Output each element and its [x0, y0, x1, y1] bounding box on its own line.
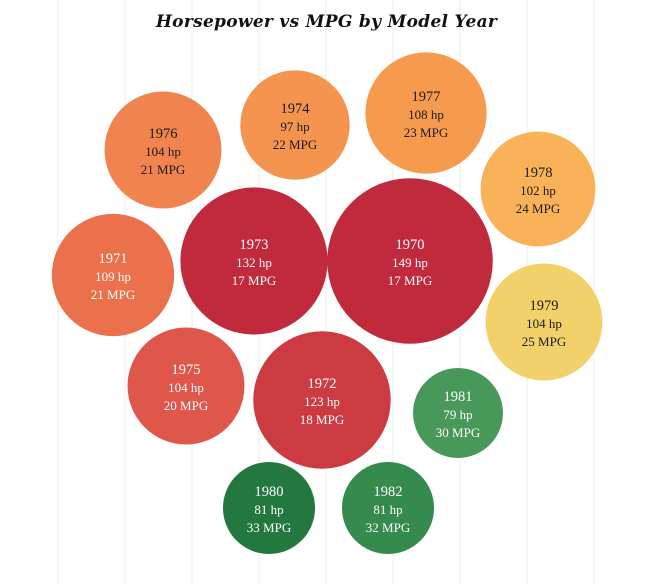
bubbles: 1976 104 hp 21 MPG 1974 97 hp 22 MPG 1977 108 h…	[51, 52, 603, 555]
bubble-1980: 1980 81 hp 33 MPG	[222, 461, 316, 555]
chart-title: Horsepower vs MPG by Model Year	[155, 12, 498, 32]
bubble-mark	[127, 327, 245, 445]
bubble-label-mpg: 25 MPG	[522, 334, 566, 349]
bubble-label-hp: 104 hp	[145, 144, 181, 159]
bubble-mark	[365, 52, 487, 174]
bubble-label-mpg: 21 MPG	[91, 287, 135, 302]
bubble-label-hp: 104 hp	[526, 316, 562, 331]
bubble-label-year: 1981	[444, 389, 473, 405]
bubble-1971: 1971 109 hp 21 MPG	[51, 213, 175, 337]
bubble-label-year: 1982	[374, 484, 403, 500]
bubble-mark	[240, 70, 350, 180]
bubble-label-mpg: 32 MPG	[366, 520, 410, 535]
bubble-label-mpg: 17 MPG	[388, 273, 432, 288]
bubble-label-hp: 79 hp	[443, 407, 472, 422]
bubble-1981: 1981 79 hp 30 MPG	[413, 368, 503, 458]
bubble-label-mpg: 30 MPG	[436, 425, 480, 440]
bubble-mark	[485, 263, 603, 381]
bubble-1974: 1974 97 hp 22 MPG	[240, 70, 350, 180]
bubble-label-mpg: 17 MPG	[232, 273, 276, 288]
bubble-label-hp: 102 hp	[520, 183, 556, 198]
bubble-label-hp: 132 hp	[236, 255, 272, 270]
bubble-label-hp: 109 hp	[95, 269, 131, 284]
bubble-label-mpg: 18 MPG	[300, 412, 344, 427]
bubble-mark	[413, 368, 503, 458]
bubble-1973: 1973 132 hp 17 MPG	[180, 187, 328, 335]
bubble-label-year: 1974	[281, 101, 311, 117]
bubble-mark	[341, 461, 435, 555]
bubble-mark	[222, 461, 316, 555]
bubble-label-hp: 108 hp	[408, 107, 444, 122]
bubble-label-year: 1973	[240, 237, 269, 253]
bubble-label-mpg: 33 MPG	[247, 520, 291, 535]
bubble-label-year: 1971	[99, 251, 128, 267]
bubble-label-mpg: 24 MPG	[516, 201, 560, 216]
bubble-1970: 1970 149 hp 17 MPG	[327, 178, 493, 344]
bubble-label-hp: 104 hp	[168, 380, 204, 395]
bubble-mark	[253, 331, 391, 469]
bubble-label-year: 1975	[172, 362, 201, 378]
bubble-label-mpg: 21 MPG	[141, 162, 185, 177]
bubble-label-hp: 123 hp	[304, 394, 340, 409]
bubble-label-mpg: 20 MPG	[164, 398, 208, 413]
bubble-label-year: 1980	[255, 484, 284, 500]
bubble-label-year: 1976	[149, 126, 178, 142]
bubble-1982: 1982 81 hp 32 MPG	[341, 461, 435, 555]
bubble-mark	[180, 187, 328, 335]
bubble-1979: 1979 104 hp 25 MPG	[485, 263, 603, 381]
bubble-label-mpg: 22 MPG	[273, 137, 317, 152]
bubble-label-hp: 81 hp	[373, 502, 402, 517]
bubble-1978: 1978 102 hp 24 MPG	[480, 131, 596, 247]
bubble-label-year: 1977	[412, 89, 441, 105]
bubble-label-year: 1972	[308, 376, 337, 392]
bubble-label-year: 1979	[530, 298, 559, 314]
bubble-label-year: 1978	[524, 165, 553, 181]
bubble-1977: 1977 108 hp 23 MPG	[365, 52, 487, 174]
bubble-mark	[104, 91, 222, 209]
bubble-label-hp: 81 hp	[254, 502, 283, 517]
bubble-1972: 1972 123 hp 18 MPG	[253, 331, 391, 469]
bubble-mark	[51, 213, 175, 337]
bubble-mark	[327, 178, 493, 344]
bubble-label-mpg: 23 MPG	[404, 125, 448, 140]
bubble-1975: 1975 104 hp 20 MPG	[127, 327, 245, 445]
bubble-label-hp: 149 hp	[392, 255, 428, 270]
bubble-1976: 1976 104 hp 21 MPG	[104, 91, 222, 209]
bubble-mark	[480, 131, 596, 247]
bubble-label-hp: 97 hp	[280, 119, 309, 134]
bubble-label-year: 1970	[396, 237, 425, 253]
